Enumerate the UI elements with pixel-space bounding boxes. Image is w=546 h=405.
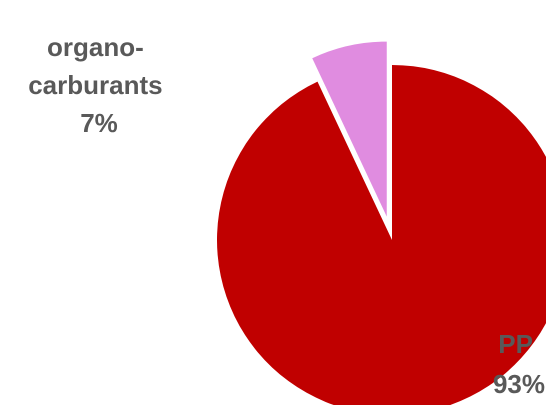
pie-slice-organo-carburants xyxy=(312,41,387,217)
pie-label-pp-value: 93% xyxy=(493,369,545,399)
pie-label-organo-carburants-line-2: carburants xyxy=(28,70,162,100)
pie-label-pp: PP 93% xyxy=(493,329,545,399)
pie-slice-pp xyxy=(217,65,546,405)
pie-label-organo-carburants-value: 7% xyxy=(80,108,118,138)
pie-label-organo-carburants: organo- carburants 7% xyxy=(28,32,170,138)
pie-label-organo-carburants-line-1: organo- xyxy=(47,32,144,62)
pie-label-pp-line-1: PP xyxy=(498,329,532,359)
